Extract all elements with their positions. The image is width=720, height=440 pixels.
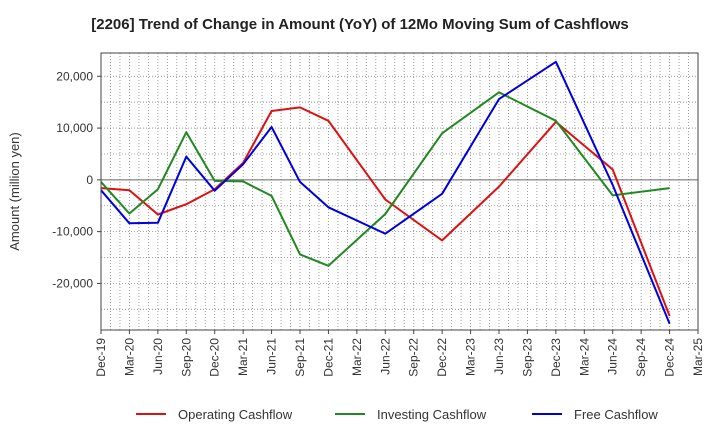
x-tick-label: Jun-23: [492, 338, 506, 375]
legend-label: Operating Cashflow: [178, 407, 293, 422]
x-tick-label: Sep-20: [179, 338, 193, 377]
y-tick-label: 0: [86, 173, 93, 187]
x-tick-label: Mar-20: [122, 338, 136, 376]
x-tick-label: Mar-21: [236, 338, 250, 376]
x-tick-label: Sep-22: [407, 338, 421, 377]
y-tick-label: -10,000: [52, 225, 93, 239]
grid-lines: [101, 53, 698, 330]
y-tick-label: -20,000: [52, 276, 93, 290]
legend-label: Investing Cashflow: [377, 407, 487, 422]
y-axis: 20,000 10,000 0 -10,000 -20,000: [52, 69, 101, 290]
plot-frame: [100, 52, 699, 331]
x-tick-label: Dec-24: [663, 338, 677, 377]
series-line: [100, 60, 671, 325]
x-tick-label: Mar-23: [464, 338, 478, 376]
x-tick-label: Sep-23: [520, 338, 534, 377]
x-tick-label: Jun-22: [378, 338, 392, 375]
x-tick-label: Mar-22: [350, 338, 364, 376]
x-tick-label: Mar-25: [691, 338, 705, 376]
y-axis-title: Amount (million yen): [7, 132, 22, 251]
series-line: [100, 91, 670, 267]
x-tick-label: Jun-20: [151, 338, 165, 375]
y-tick-label: 20,000: [56, 69, 93, 83]
x-tick-label: Dec-22: [435, 338, 449, 377]
x-tick-label: Dec-19: [94, 338, 108, 377]
x-tick-label: Dec-21: [321, 338, 335, 377]
x-axis: Dec-19 Mar-20 Jun-20 Sep-20 Dec-20 Mar-21 Jun-…: [94, 330, 705, 377]
x-tick-label: Jun-24: [606, 338, 620, 375]
legend-label: Free Cashflow: [574, 407, 658, 422]
x-tick-label: Sep-21: [293, 338, 307, 377]
x-tick-label: Dec-23: [549, 338, 563, 377]
series-lines: [100, 60, 671, 325]
x-tick-label: Dec-20: [208, 338, 222, 377]
y-tick-label: 10,000: [56, 121, 93, 135]
x-tick-label: Mar-24: [577, 338, 591, 376]
x-tick-label: Jun-21: [265, 338, 279, 375]
series-line: [100, 106, 671, 317]
plot-area: [101, 53, 698, 330]
x-tick-label: Sep-24: [634, 338, 648, 377]
legend: Operating Cashflow Investing Cashflow Free…: [136, 407, 658, 422]
chart-title: [2206] Trend of Change in Amount (YoY) o…: [91, 16, 629, 33]
